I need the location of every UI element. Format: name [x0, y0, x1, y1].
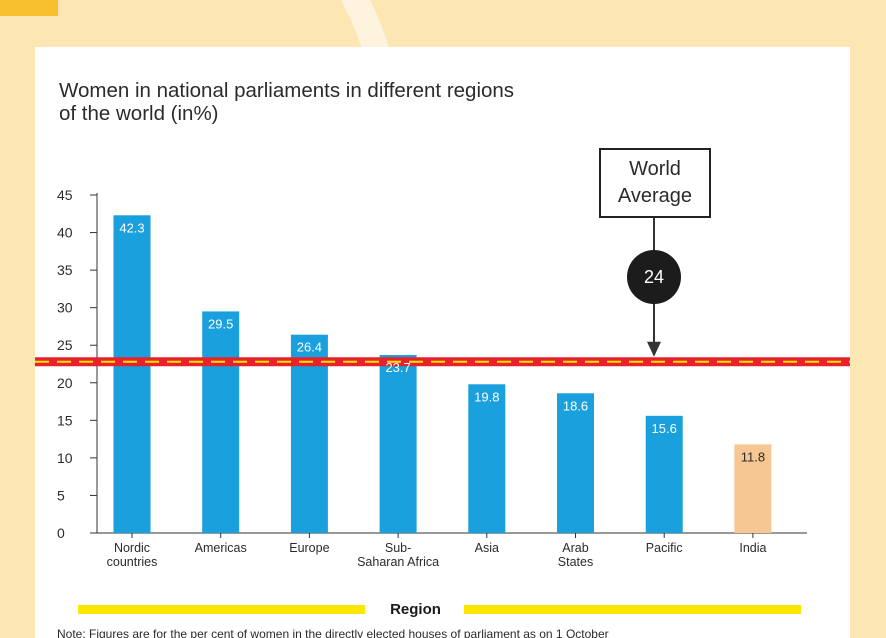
data-label: 26.4 [297, 340, 322, 355]
chart-title: Women in national parliaments in differe… [59, 79, 515, 125]
bar [113, 215, 151, 533]
footnote: Note: Figures are for the per cent of wo… [57, 627, 609, 638]
data-label: 19.8 [474, 389, 499, 404]
corner-accent-block [0, 0, 58, 16]
x-tick-label: India [739, 541, 766, 555]
data-label: 23.7 [385, 360, 410, 375]
bar [645, 415, 683, 533]
bar [290, 334, 328, 533]
chart-panel: Women in national parliaments in differe… [35, 47, 850, 638]
world-average-value-badge: 24 [627, 250, 681, 304]
world-average-label-line-1: World [629, 158, 681, 180]
x-tick-label: States [558, 555, 593, 569]
bar [379, 354, 417, 533]
x-tick-label: Nordic [114, 541, 150, 555]
x-tick-label: Asia [475, 541, 499, 555]
world-average-label-line-2: Average [617, 185, 693, 207]
world-average-callout: World Average [599, 148, 711, 218]
y-tick-label: 45 [57, 187, 73, 203]
data-label: 18.6 [563, 398, 588, 413]
x-tick-label: Pacific [646, 541, 683, 555]
data-label: 29.5 [208, 316, 233, 331]
data-label: 11.8 [741, 449, 765, 464]
x-axis-title-row: Region [78, 600, 801, 620]
x-tick-label: Arab [562, 541, 588, 555]
x-axis-title-bar-right [464, 605, 801, 614]
bar [557, 393, 594, 533]
bar [202, 311, 240, 533]
y-tick-label: 40 [57, 225, 73, 241]
data-label: 42.3 [119, 220, 144, 235]
y-tick-label: 5 [57, 487, 65, 503]
data-label: 15.6 [652, 421, 677, 436]
y-tick-label: 35 [57, 262, 73, 278]
x-tick-label: Americas [195, 541, 247, 555]
y-tick-label: 30 [57, 300, 73, 316]
y-tick-label: 15 [57, 412, 73, 428]
x-tick-label: Europe [289, 541, 329, 555]
y-tick-label: 0 [57, 525, 65, 541]
y-tick-label: 10 [57, 450, 73, 466]
bar [734, 444, 772, 533]
x-tick-label: Sub- [385, 541, 411, 555]
callout-arrowhead [647, 341, 661, 357]
x-tick-label: countries [107, 555, 158, 569]
y-tick-label: 25 [57, 337, 73, 353]
x-tick-label: Saharan Africa [357, 555, 439, 569]
bar [468, 384, 506, 533]
y-tick-label: 20 [57, 375, 73, 391]
x-axis-title-bar-left [78, 605, 365, 614]
x-axis-title: Region [390, 601, 441, 618]
